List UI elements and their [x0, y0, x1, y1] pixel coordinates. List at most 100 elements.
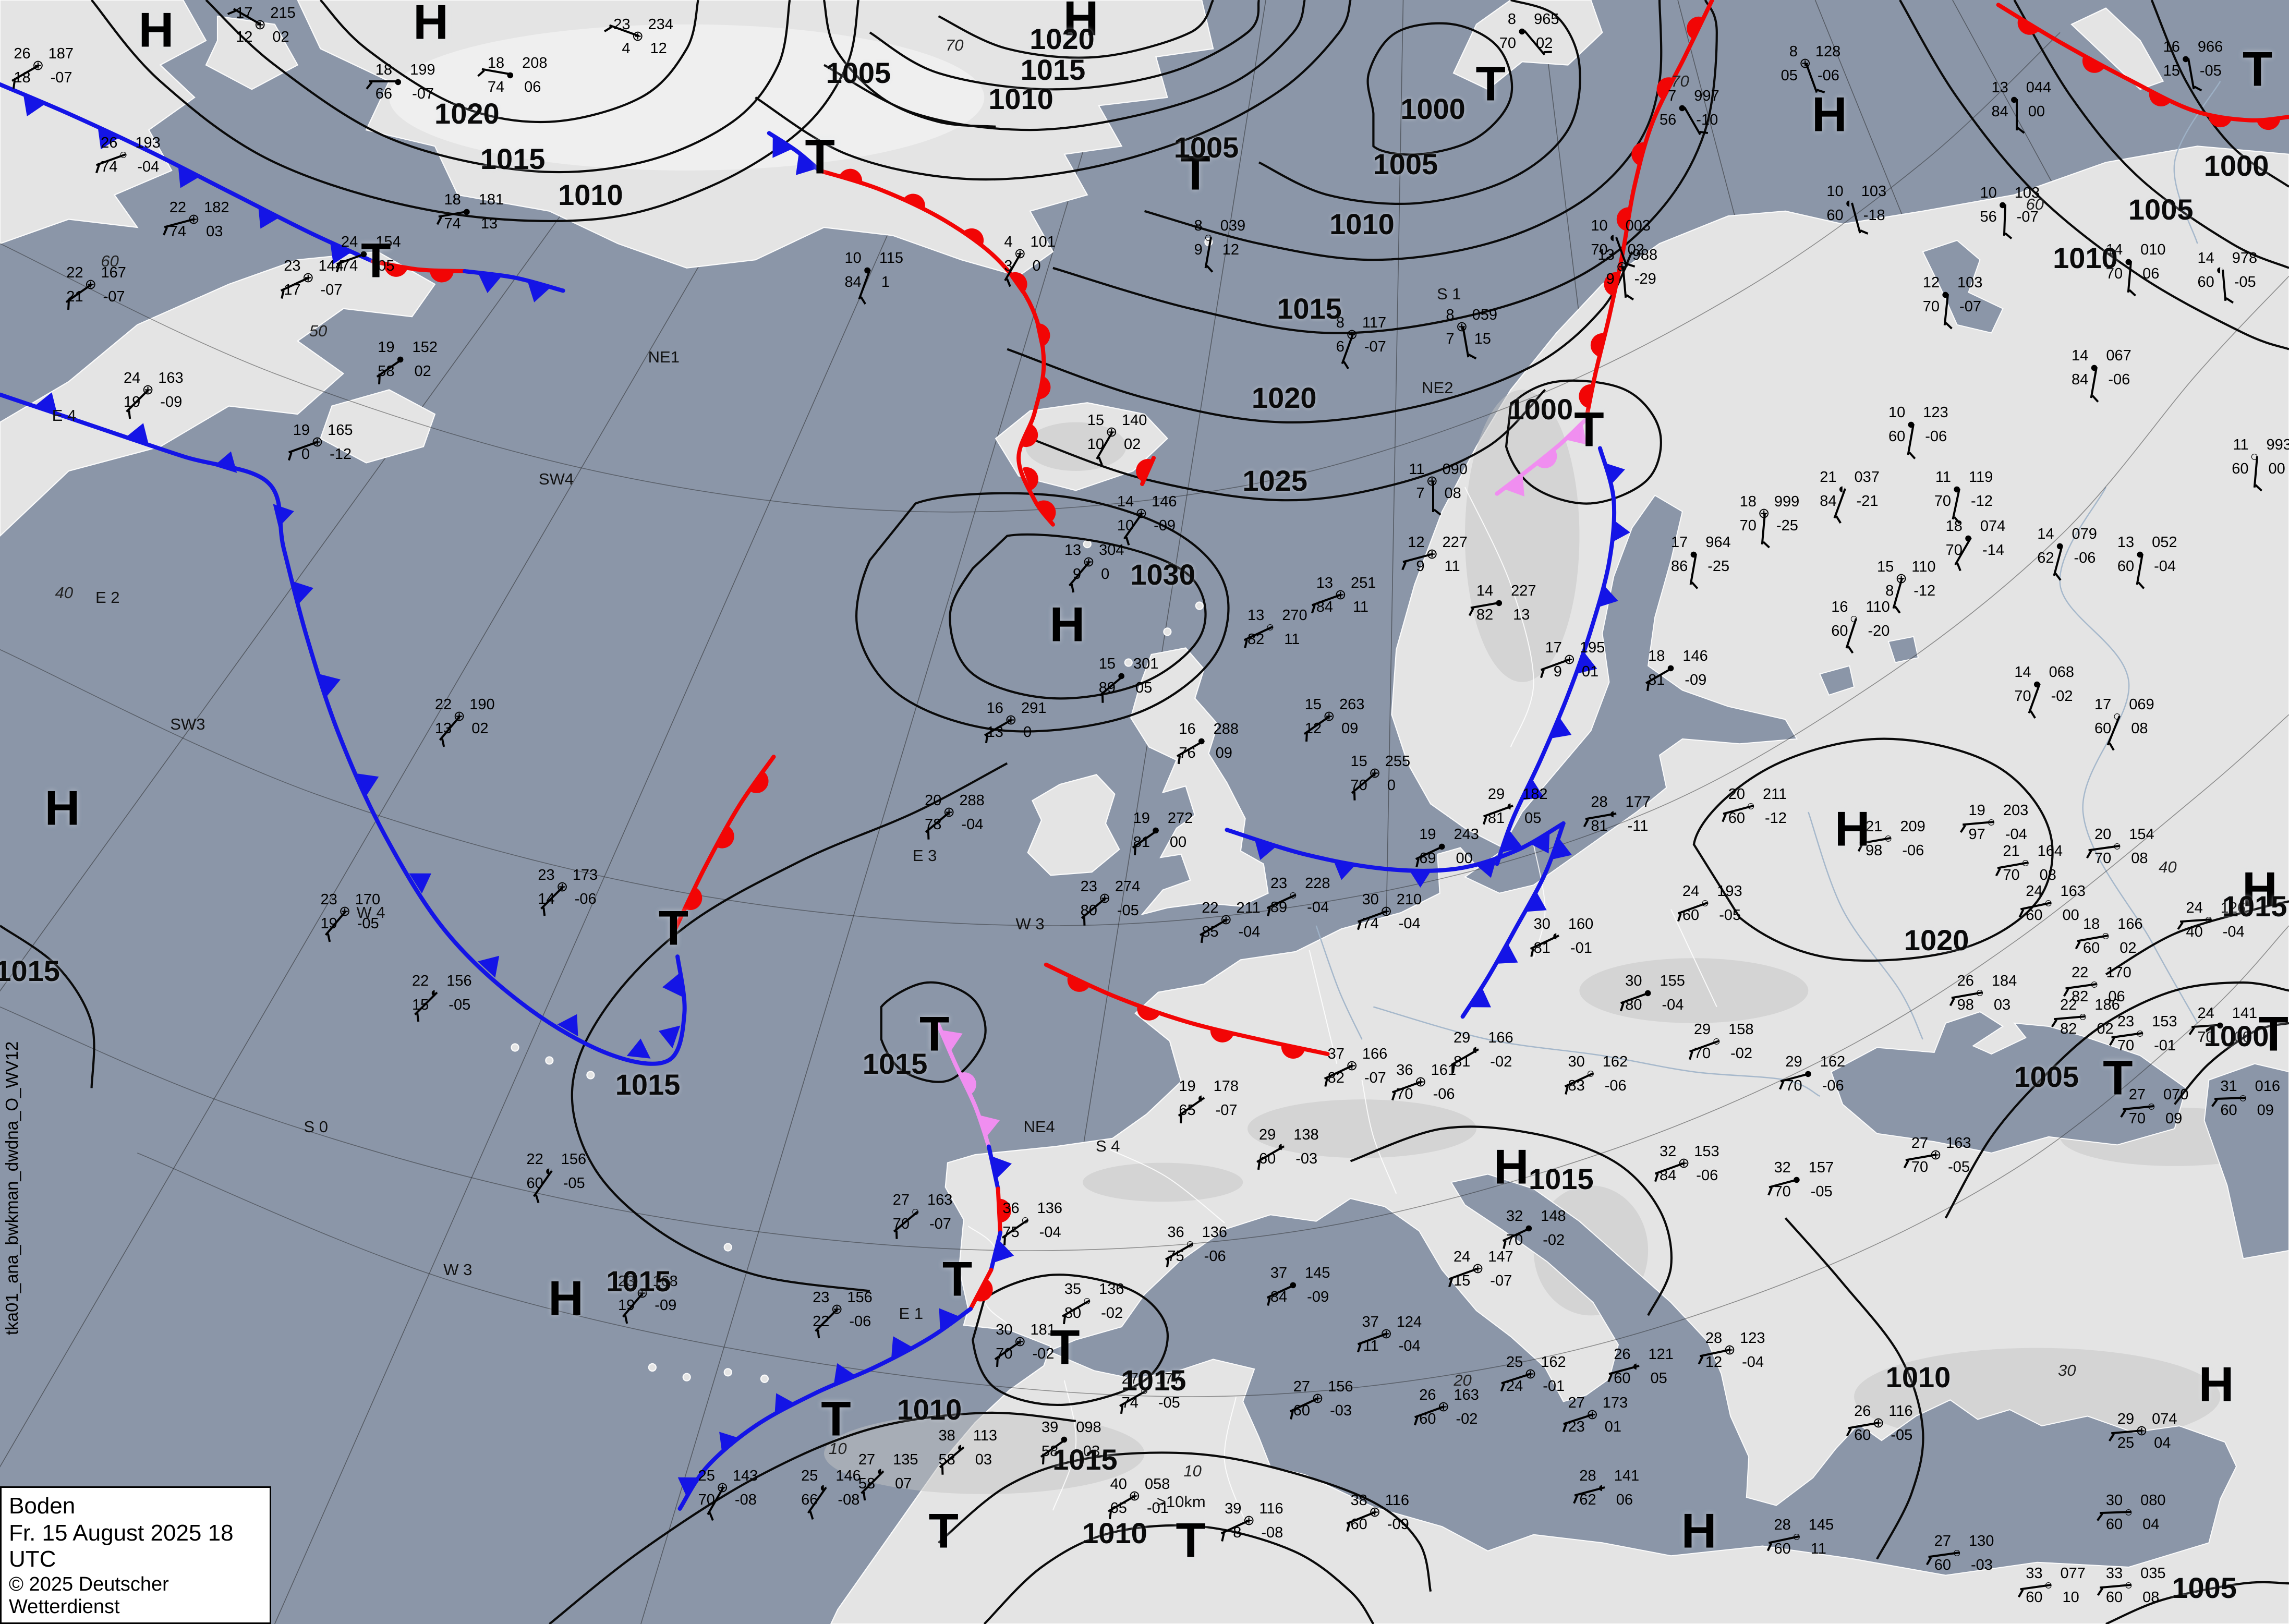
- station-br: 09: [1215, 744, 1232, 761]
- warm-front: [817, 168, 1056, 527]
- station-tl: 27: [1568, 1395, 1585, 1412]
- station-tl: 30: [1568, 1053, 1585, 1071]
- station-br: -04: [2222, 923, 2245, 940]
- station-tl: 26: [1614, 1346, 1631, 1363]
- station-tr: 141: [2232, 1004, 2258, 1022]
- station-bl: 05: [1781, 67, 1798, 84]
- station-tr: 103: [1957, 274, 1983, 291]
- station-tl: 26: [1957, 972, 1974, 989]
- station-tr: 115: [879, 249, 904, 266]
- graticule-label: 60: [2026, 195, 2044, 214]
- station-tr: 274: [1115, 878, 1141, 895]
- cold-front-markers: [478, 273, 551, 302]
- cold-front-markers: [992, 1240, 1014, 1263]
- occluded-front: [934, 1017, 1000, 1149]
- station-br: 03: [1993, 996, 2011, 1013]
- station-tl: 26: [101, 134, 118, 151]
- station-tl: 18: [1739, 493, 1757, 511]
- station-tl: 4: [1004, 233, 1013, 250]
- station-bl: 56: [1660, 111, 1677, 128]
- station-bl: 25: [2117, 1435, 2135, 1452]
- isobar-line: [880, 981, 987, 1083]
- station-tr: 103: [1861, 183, 1887, 200]
- cold-front: [0, 392, 687, 1066]
- sea-baltic: [1464, 494, 1798, 894]
- station-tl: 8: [1507, 11, 1517, 28]
- station-bl: 70: [2014, 687, 2031, 705]
- station-tl: 19: [1133, 810, 1150, 827]
- isobar-line: [205, 0, 791, 174]
- station-bl: 0: [301, 446, 310, 463]
- isobar-label: 1015: [1277, 292, 1342, 325]
- station-br: -06: [1817, 67, 1839, 84]
- station-tl: 38: [1350, 1492, 1367, 1509]
- low-center: T: [1475, 56, 1506, 111]
- warm-front-markers: [384, 263, 454, 283]
- station-bl: 70: [2094, 850, 2112, 867]
- warm-front-markers: [998, 1198, 1011, 1223]
- isobar-line: [822, 0, 996, 128]
- station-br: -06: [1822, 1077, 1844, 1095]
- station-bl: 60: [1614, 1370, 1631, 1387]
- sea-caspian: [2203, 1063, 2289, 1259]
- station-tr: 126: [2220, 899, 2246, 916]
- warm-front: [371, 259, 467, 283]
- station-tr: 130: [1968, 1532, 1994, 1549]
- station-tr: 119: [1968, 469, 1993, 486]
- station-tl: 22: [1202, 899, 1219, 916]
- land-svalbard: [1452, 0, 1603, 90]
- station-tr: 098: [1076, 1419, 1101, 1436]
- station-br: -12: [1913, 582, 1936, 599]
- station-bl: 66: [375, 85, 393, 102]
- station-bl: 40: [2186, 923, 2203, 940]
- station-tl: 24: [1454, 1249, 1471, 1266]
- station-tr: 160: [1568, 915, 1594, 932]
- station-tr: 964: [1705, 534, 1731, 551]
- cold-front: [1460, 821, 1572, 1019]
- station-br: 00: [1456, 850, 1473, 867]
- station-tl: 24: [341, 233, 358, 250]
- station-br: -07: [412, 85, 434, 102]
- station-br: 09: [2257, 1102, 2274, 1119]
- station-tr: 116: [1385, 1492, 1410, 1509]
- station-tr: 163: [1946, 1135, 1971, 1152]
- land-uk: [1130, 647, 1269, 916]
- station-bl: 84: [844, 273, 862, 290]
- station-tr: 163: [927, 1192, 953, 1209]
- station-bl: 15: [2163, 63, 2180, 80]
- station-tr: 156: [847, 1289, 873, 1306]
- station-bl: 82: [2060, 1021, 2077, 1038]
- station-bl: 74: [169, 223, 187, 240]
- isobar-label: 1015: [862, 1047, 928, 1080]
- station-tr: 153: [1694, 1143, 1719, 1160]
- station-tl: 27: [1911, 1135, 1929, 1152]
- station-br: 12: [1222, 241, 1240, 258]
- station-tl: 27: [1934, 1532, 1951, 1549]
- station-tl: 17: [1670, 534, 1688, 551]
- station-tr: 181: [1030, 1322, 1056, 1339]
- station-br: -02: [1490, 1053, 1512, 1070]
- station-br: 0: [1387, 777, 1396, 794]
- station-tr: 167: [101, 264, 126, 281]
- station-tl: 11: [2233, 437, 2249, 454]
- station-tl: 18: [375, 61, 393, 78]
- station-tr: 153: [2152, 1013, 2177, 1030]
- isobar-label: 1015: [2222, 889, 2287, 923]
- station-tl: 21: [1866, 818, 1883, 835]
- sea-mediterranean: [1047, 1173, 2237, 1576]
- isobar-line: [319, 0, 699, 124]
- station-tr: 074: [1980, 517, 2006, 535]
- station-tl: 24: [2186, 899, 2203, 916]
- station-tr: 113: [973, 1427, 997, 1444]
- station-tr: 291: [1021, 699, 1047, 717]
- station-tr: 103: [2014, 185, 2040, 202]
- station-tr: 156: [446, 972, 472, 989]
- isobar-line: [1505, 379, 1662, 505]
- station-bl: 60: [1826, 207, 1844, 224]
- station-br: 00: [2062, 907, 2079, 924]
- station-bl: 60: [1934, 1556, 1951, 1573]
- station-br: -05: [1891, 1426, 1913, 1444]
- station-bl: 70: [1934, 493, 1951, 510]
- station-tl: 17: [1545, 639, 1562, 657]
- station-br: -05: [357, 915, 379, 932]
